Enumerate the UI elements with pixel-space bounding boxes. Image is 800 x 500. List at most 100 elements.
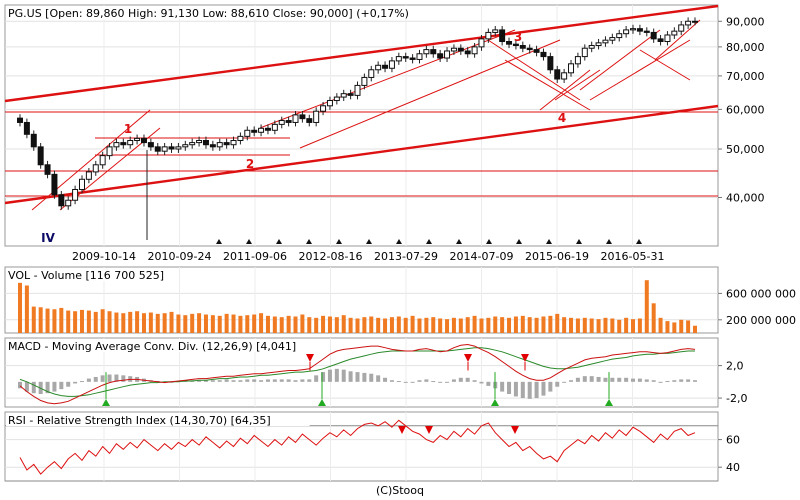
event-marker <box>426 239 432 244</box>
volume-bar <box>265 315 270 333</box>
sell-signal-marker <box>521 354 529 362</box>
macd-histogram-bar <box>451 379 456 382</box>
volume-bar <box>569 317 574 333</box>
macd-histogram-bar <box>389 380 394 382</box>
price-candle <box>609 37 616 41</box>
volume-bar <box>245 315 250 333</box>
price-candle <box>30 133 37 148</box>
macd-histogram-bar <box>438 381 443 383</box>
price-candle <box>630 28 637 31</box>
price-candle <box>58 194 65 207</box>
volume-bar <box>231 314 236 333</box>
volume-bar <box>486 317 491 333</box>
macd-histogram-bar <box>307 379 312 382</box>
macd-histogram-bar <box>534 381 539 399</box>
volume-bar <box>238 315 243 333</box>
volume-bar <box>279 317 284 333</box>
volume-bar <box>376 317 381 333</box>
channel-line <box>554 69 601 101</box>
rsi-overbought-marker <box>425 426 433 434</box>
price-candle <box>17 117 23 123</box>
event-marker <box>546 239 552 244</box>
macd-histogram-bar <box>458 377 463 382</box>
volume-bar <box>417 318 422 333</box>
macd-histogram-bar <box>169 381 174 383</box>
volume-bar <box>59 307 64 333</box>
price-candle <box>127 139 134 146</box>
macd-histogram-bar <box>596 376 601 382</box>
event-marker <box>396 239 402 244</box>
macd-histogram-bar <box>617 377 622 382</box>
price-candle <box>278 120 285 125</box>
volume-bar <box>217 315 222 333</box>
macd-pane: 2,0 -2,0 MACD - Moving Average Conv. Div. … <box>4 337 747 408</box>
event-marker <box>276 239 282 244</box>
volume-bar <box>73 311 78 333</box>
volume-bar <box>520 315 525 333</box>
sell-signal-marker <box>464 354 472 362</box>
volume-bar <box>541 316 546 333</box>
price-candle <box>99 155 106 166</box>
price-candle <box>409 57 416 60</box>
macd-histogram-bar <box>259 380 264 382</box>
price-candle <box>216 142 223 148</box>
price-candle <box>209 144 216 148</box>
price-legend-bg <box>6 6 453 19</box>
price-candle <box>581 47 588 58</box>
volume-bar <box>114 312 119 333</box>
macd-histogram-bar <box>431 381 436 383</box>
price-candle <box>361 76 368 86</box>
price-candle <box>519 45 526 49</box>
macd-histogram-bar <box>527 381 532 399</box>
price-candle <box>223 142 230 146</box>
macd-histogram-bar <box>314 375 319 382</box>
volume-bar <box>100 309 105 333</box>
volume-bar <box>162 313 167 333</box>
volume-bar <box>210 315 215 333</box>
volume-bar <box>445 319 450 333</box>
volume-bar <box>637 318 642 333</box>
volume-bar <box>396 316 401 333</box>
price-candle <box>340 93 347 98</box>
channel-line <box>504 59 591 111</box>
volume-bar <box>252 314 257 333</box>
volume-bar <box>451 317 456 333</box>
volume-bar <box>107 311 112 333</box>
macd-histogram-bar <box>513 381 518 397</box>
macd-histogram-bar <box>238 380 243 382</box>
volume-bar <box>458 318 463 333</box>
volume-bar <box>493 316 498 333</box>
price-candle <box>140 137 147 144</box>
macd-histogram-bar <box>210 380 215 382</box>
price-pane: 40,000 50,000 60,000 70,000 80,000 90,000 1 2 3 4… <box>4 4 765 263</box>
price-candle <box>678 24 685 32</box>
price-candle <box>196 139 203 144</box>
volume-bar <box>38 307 43 333</box>
event-marker <box>216 239 222 244</box>
price-candle <box>554 69 561 80</box>
price-candle <box>657 38 664 43</box>
price-candle <box>189 142 196 146</box>
price-candle <box>44 164 51 175</box>
macd-histogram-bar <box>321 372 326 382</box>
price-candle <box>430 49 437 55</box>
macd-histogram-bar <box>624 377 629 382</box>
price-candle <box>347 93 354 96</box>
rsi-legend: RSI - Relative Strength Index (14,30,70)… <box>8 414 271 427</box>
event-marker <box>456 239 462 244</box>
price-candle <box>264 127 271 131</box>
volume-bar <box>582 317 587 333</box>
price-candle <box>113 142 120 148</box>
volume-bar <box>562 317 567 333</box>
wave-annotation: 3 <box>514 30 522 44</box>
buy-signal-marker <box>318 399 326 406</box>
event-marker <box>636 239 642 244</box>
price-candle <box>320 105 327 112</box>
volume-bar <box>693 325 697 333</box>
x-tick-label: 2014-07-09 <box>450 250 514 263</box>
price-candle <box>354 84 361 96</box>
volume-bar <box>534 317 539 333</box>
price-candle <box>285 120 292 123</box>
volume-bar <box>555 313 560 333</box>
